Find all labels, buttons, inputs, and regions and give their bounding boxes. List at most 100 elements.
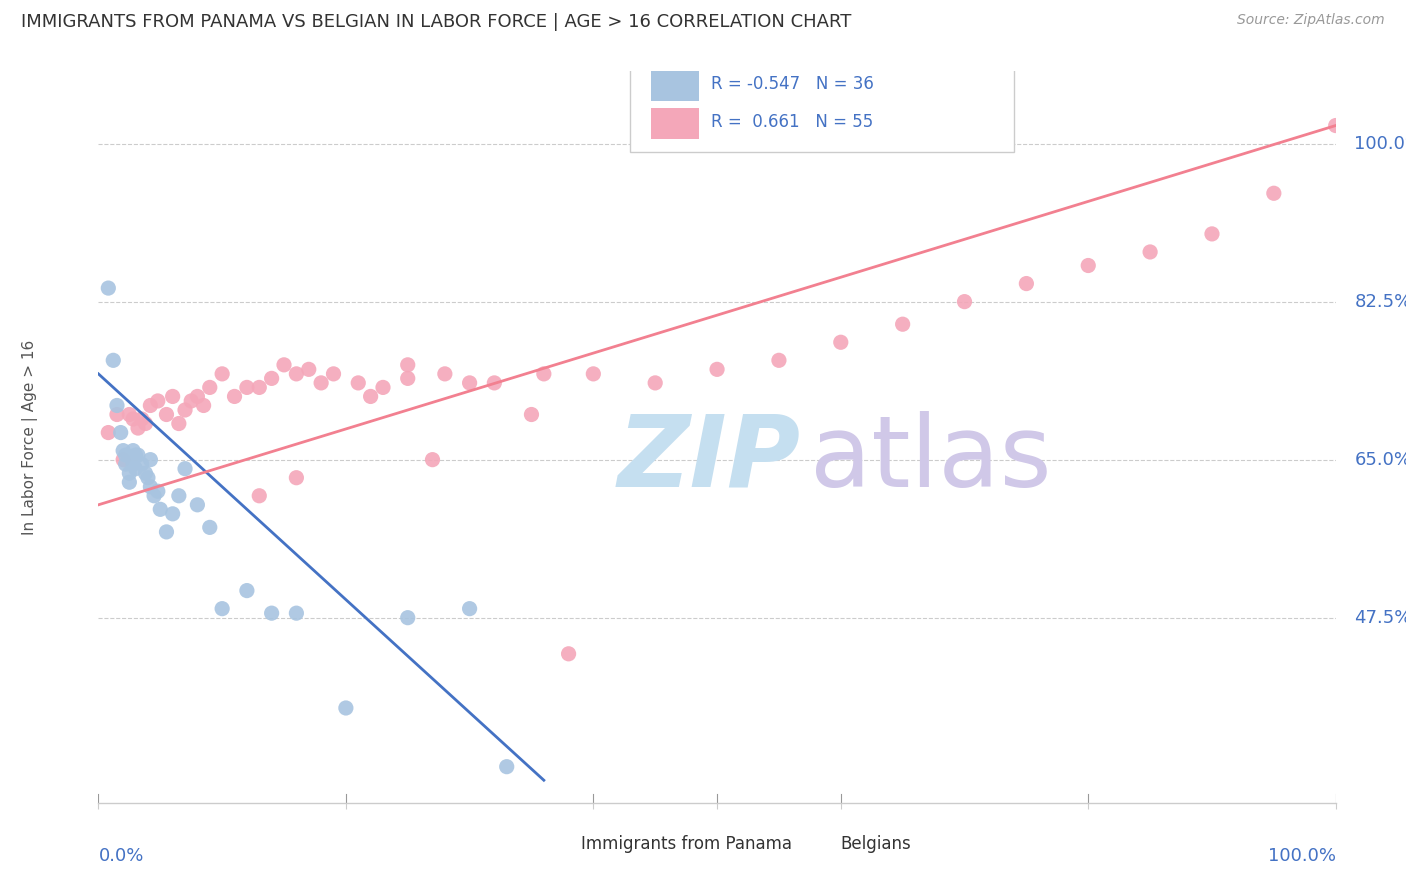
Text: Belgians: Belgians	[841, 835, 911, 853]
Point	[236, 380, 259, 394]
Point	[768, 353, 790, 368]
Point	[112, 452, 135, 467]
Point	[136, 471, 159, 485]
Point	[146, 394, 169, 409]
Point	[322, 367, 344, 381]
Point	[211, 367, 233, 381]
Point	[260, 371, 283, 385]
Text: 100.0%: 100.0%	[1268, 847, 1336, 864]
Point	[458, 601, 481, 615]
Point	[139, 480, 162, 494]
Point	[335, 701, 357, 715]
Text: 0.0%: 0.0%	[98, 847, 143, 864]
Point	[298, 362, 321, 376]
Text: Source: ZipAtlas.com: Source: ZipAtlas.com	[1237, 13, 1385, 28]
Point	[1324, 119, 1347, 133]
Point	[122, 457, 145, 471]
Point	[557, 647, 579, 661]
Point	[260, 606, 283, 620]
Point	[198, 520, 221, 534]
Point	[174, 461, 197, 475]
Point	[198, 380, 221, 394]
Point	[396, 358, 419, 372]
Point	[211, 601, 233, 615]
Point	[371, 380, 394, 394]
Point	[105, 408, 128, 422]
Point	[224, 389, 246, 403]
Point	[112, 443, 135, 458]
Point	[360, 389, 382, 403]
Point	[273, 358, 295, 372]
Point	[433, 367, 456, 381]
Point	[131, 457, 153, 471]
Point	[134, 466, 156, 480]
Point	[285, 471, 308, 485]
Point	[114, 457, 136, 471]
Text: In Labor Force | Age > 16: In Labor Force | Age > 16	[22, 340, 38, 534]
Point	[174, 403, 197, 417]
Point	[180, 394, 202, 409]
Point	[1139, 244, 1161, 259]
Point	[167, 489, 190, 503]
Point	[139, 452, 162, 467]
Text: atlas: atlas	[810, 410, 1052, 508]
Point	[582, 367, 605, 381]
Point	[118, 475, 141, 490]
Point	[134, 417, 156, 431]
Point	[124, 461, 146, 475]
Point	[706, 362, 728, 376]
Point	[127, 448, 149, 462]
Point	[155, 524, 177, 539]
Point	[396, 371, 419, 385]
Point	[97, 425, 120, 440]
Point	[97, 281, 120, 295]
Point	[186, 498, 208, 512]
Text: 47.5%: 47.5%	[1354, 608, 1406, 627]
Text: Immigrants from Panama: Immigrants from Panama	[581, 835, 792, 853]
Point	[131, 412, 153, 426]
Point	[122, 412, 145, 426]
Point	[127, 421, 149, 435]
Point	[484, 376, 506, 390]
Point	[193, 399, 215, 413]
Point	[162, 507, 184, 521]
Point	[122, 443, 145, 458]
Point	[495, 760, 517, 774]
Point	[186, 389, 208, 403]
Point	[103, 353, 125, 368]
Text: 100.0%: 100.0%	[1354, 135, 1406, 153]
Point	[114, 448, 136, 462]
Text: 65.0%: 65.0%	[1354, 450, 1406, 468]
Point	[143, 489, 166, 503]
Point	[891, 317, 914, 331]
Bar	[537, 833, 572, 854]
Point	[124, 448, 146, 462]
Bar	[797, 833, 832, 854]
Point	[247, 380, 270, 394]
Text: R = -0.547   N = 36: R = -0.547 N = 36	[711, 75, 873, 93]
Point	[1015, 277, 1038, 291]
Point	[155, 408, 177, 422]
Point	[644, 376, 666, 390]
Point	[247, 489, 270, 503]
Point	[1263, 186, 1285, 201]
Point	[149, 502, 172, 516]
Point	[830, 335, 852, 350]
Point	[1077, 259, 1099, 273]
Point	[139, 399, 162, 413]
Bar	[651, 70, 699, 101]
Point	[146, 484, 169, 499]
Point	[236, 583, 259, 598]
Text: 82.5%: 82.5%	[1354, 293, 1406, 310]
Text: ZIP: ZIP	[619, 410, 801, 508]
Point	[285, 367, 308, 381]
Point	[533, 367, 555, 381]
Point	[118, 466, 141, 480]
Text: R =  0.661   N = 55: R = 0.661 N = 55	[711, 112, 873, 131]
Point	[285, 606, 308, 620]
Text: IMMIGRANTS FROM PANAMA VS BELGIAN IN LABOR FORCE | AGE > 16 CORRELATION CHART: IMMIGRANTS FROM PANAMA VS BELGIAN IN LAB…	[21, 13, 852, 31]
Point	[162, 389, 184, 403]
Point	[347, 376, 370, 390]
Point	[1201, 227, 1223, 241]
Point	[422, 452, 444, 467]
